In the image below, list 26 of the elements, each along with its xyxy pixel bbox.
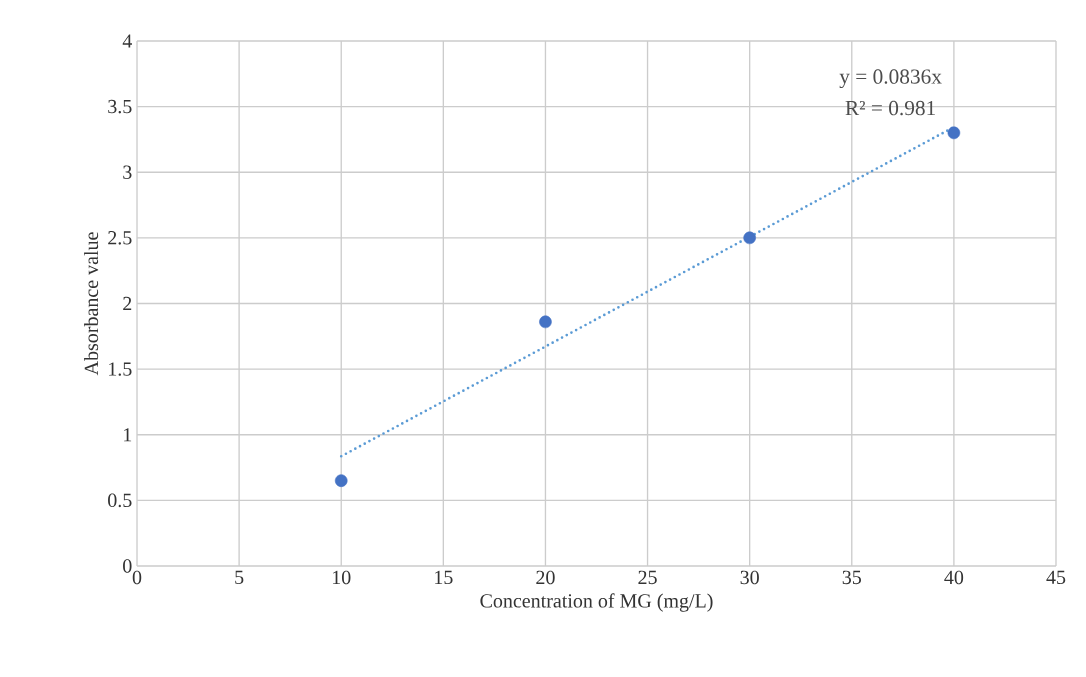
x-tick-label: 40 — [944, 570, 964, 585]
x-tick-label: 15 — [435, 570, 453, 585]
y-axis-title: Absorbance value — [84, 232, 99, 376]
point — [947, 126, 961, 140]
y-tick-label: 1 — [124, 428, 132, 442]
annotation: y = 0.0836x — [839, 69, 942, 89]
point — [334, 474, 348, 487]
x-tick-label: 10 — [332, 570, 351, 585]
x-tick-label: 45 — [1046, 570, 1066, 585]
y-tick-label: 1.5 — [109, 362, 132, 376]
annotation: R² = 0.981 — [845, 100, 935, 116]
x-tick-label: 20 — [536, 570, 555, 585]
point — [539, 315, 552, 329]
y-tick-label: 0.5 — [108, 493, 132, 508]
x-tick-label: 30 — [740, 570, 759, 585]
y-tick-label: 2.5 — [108, 231, 132, 245]
y-tick-label: 3.5 — [108, 99, 132, 114]
x-tick-label: 25 — [638, 570, 657, 585]
y-tick-label: 2 — [123, 296, 132, 311]
y-tick-label: 3 — [123, 165, 132, 179]
point — [743, 231, 756, 245]
x-axis-title: Concentration of MG (mg/L) — [480, 593, 713, 612]
y-tick-label: 4 — [122, 34, 132, 48]
y-tick-label: 0 — [123, 559, 132, 573]
x-tick-label: 35 — [842, 570, 861, 585]
x-tick-label: 5 — [235, 570, 244, 584]
